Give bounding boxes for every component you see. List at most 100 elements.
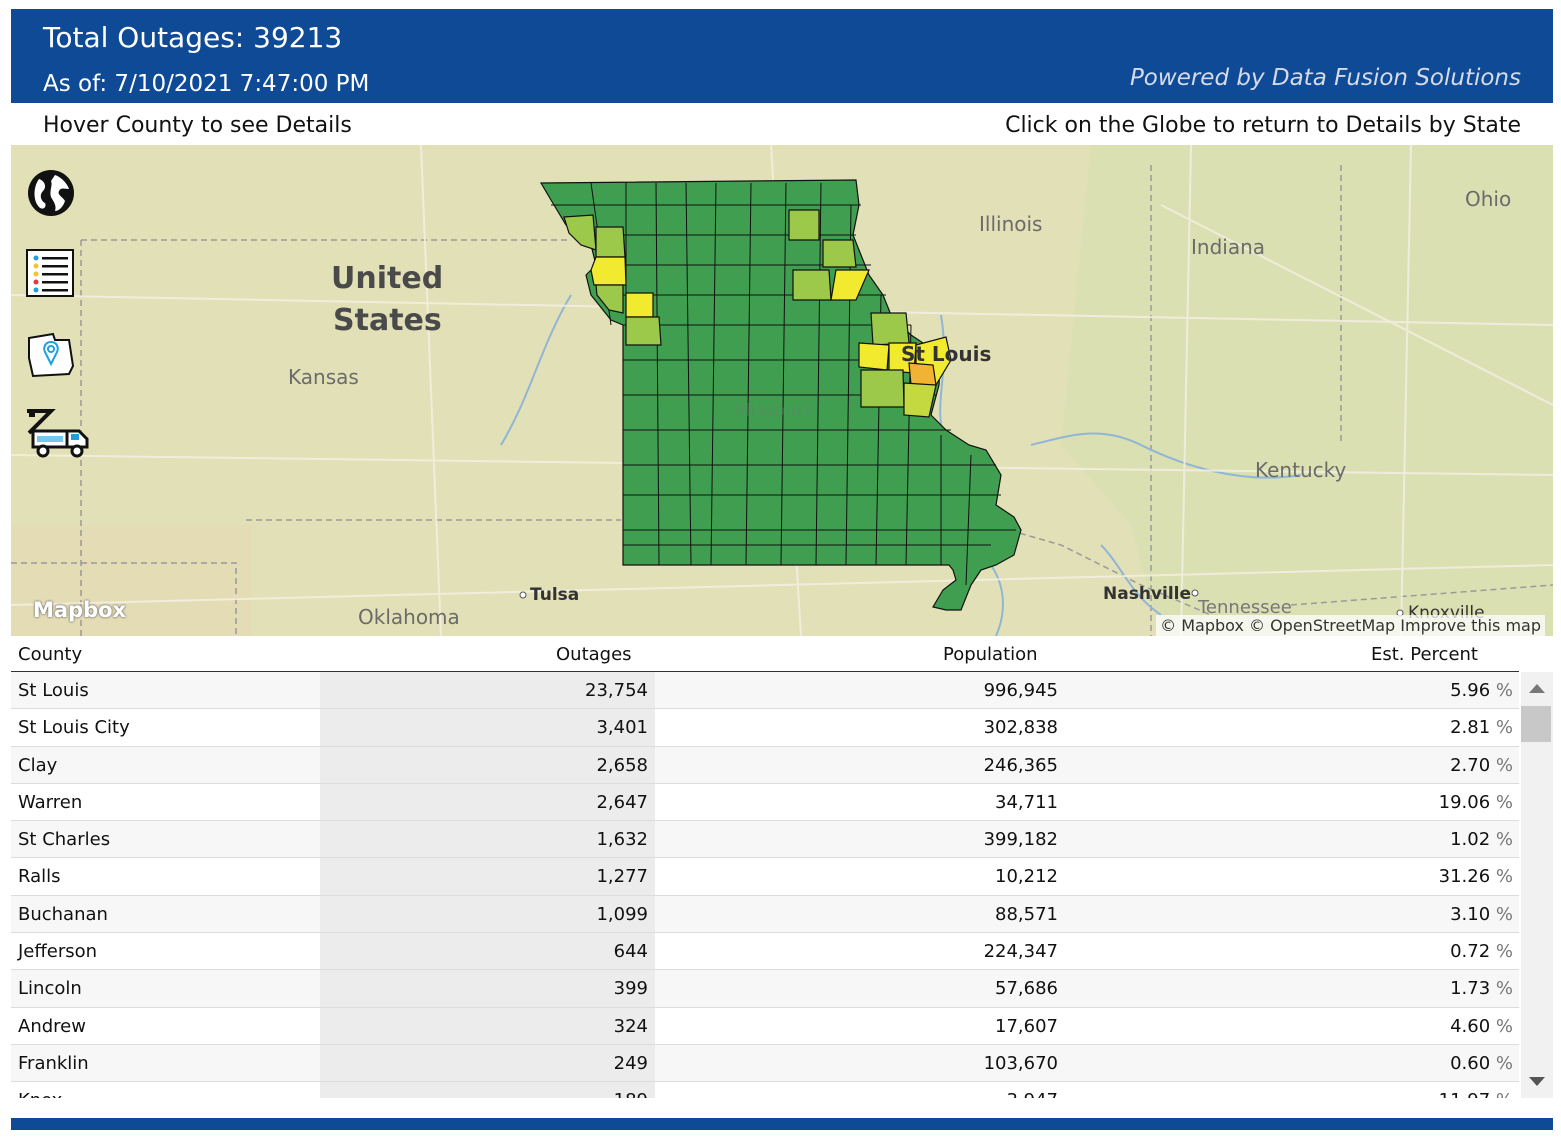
cell-population: 996,945 bbox=[983, 680, 1058, 701]
legend-list-icon[interactable] bbox=[25, 248, 77, 300]
percent-unit: % bbox=[1495, 829, 1513, 851]
table-row[interactable]: Jefferson 644 224,347 0.72 % bbox=[11, 933, 1519, 971]
cell-county: St Louis bbox=[18, 680, 89, 701]
cell-outages: 2,647 bbox=[596, 791, 648, 813]
globe-return-hint: Click on the Globe to return to Details … bbox=[1005, 113, 1521, 138]
scroll-down-arrow-icon[interactable] bbox=[1529, 1077, 1545, 1086]
powered-by-text: Powered by Data Fusion Solutions bbox=[1129, 65, 1521, 91]
header-est-percent[interactable]: Est. Percent bbox=[1371, 644, 1478, 665]
map-label-ohio: Ohio bbox=[1465, 187, 1512, 211]
utility-truck-icon[interactable] bbox=[25, 405, 91, 461]
table-row[interactable]: Knox 189 3,947 11.97 % bbox=[11, 1082, 1519, 1098]
percent-value: 2.70 bbox=[1450, 754, 1491, 776]
cell-county: Jefferson bbox=[18, 941, 98, 963]
table-body: St Louis 23,754 996,945 5.96 % St Louis City… bbox=[11, 672, 1519, 1098]
cell-outages: 2,658 bbox=[596, 754, 648, 776]
outages-column-shade bbox=[320, 709, 655, 746]
header-population[interactable]: Population bbox=[943, 644, 1038, 665]
cell-county: Clay bbox=[18, 754, 58, 776]
percent-unit: % bbox=[1495, 866, 1513, 888]
outages-column-shade bbox=[320, 895, 655, 933]
cell-outages: 1,632 bbox=[596, 829, 648, 851]
table-row[interactable]: Warren 2,647 34,711 19.06 % bbox=[11, 783, 1519, 822]
table-row[interactable]: St Charles 1,632 399,182 1.02 % bbox=[11, 821, 1519, 859]
table-row[interactable]: Lincoln 399 57,686 1.73 % bbox=[11, 970, 1519, 1008]
cell-population: 57,686 bbox=[995, 978, 1058, 1000]
cell-population: 34,711 bbox=[995, 791, 1058, 813]
cell-est-percent: 0.60 % bbox=[1450, 1053, 1513, 1074]
cell-county: Warren bbox=[18, 791, 83, 813]
percent-unit: % bbox=[1495, 791, 1513, 813]
cell-est-percent: 2.81 % bbox=[1450, 717, 1513, 738]
table-row[interactable]: Buchanan 1,099 88,571 3.10 % bbox=[11, 895, 1519, 934]
map-label-indiana: Indiana bbox=[1191, 235, 1266, 259]
table-row[interactable]: St Louis City 3,401 302,838 2.81 % bbox=[11, 709, 1519, 747]
outages-column-shade bbox=[320, 783, 655, 821]
percent-unit: % bbox=[1495, 754, 1513, 776]
cell-outages: 324 bbox=[613, 1015, 648, 1037]
percent-unit: % bbox=[1496, 1090, 1513, 1098]
cell-county: Franklin bbox=[18, 1052, 89, 1074]
map-label-kansas: Kansas bbox=[288, 365, 359, 389]
table-scrollbar[interactable] bbox=[1521, 672, 1553, 1098]
outages-column-shade bbox=[320, 933, 655, 970]
scroll-up-arrow-icon[interactable] bbox=[1529, 684, 1545, 693]
cell-county: Andrew bbox=[18, 1015, 86, 1037]
map-label-states: States bbox=[333, 303, 442, 338]
cell-outages: 3,401 bbox=[596, 717, 648, 739]
outages-column-shade bbox=[320, 746, 655, 783]
outage-map[interactable]: United States Kansas Oklahoma Tulsa Miss… bbox=[11, 145, 1553, 636]
cell-county: Buchanan bbox=[18, 903, 108, 925]
cell-est-percent: 11.97 % bbox=[1439, 1090, 1513, 1098]
cell-outages: 189 bbox=[614, 1090, 648, 1098]
table-row[interactable]: Andrew 324 17,607 4.60 % bbox=[11, 1007, 1519, 1045]
header-outages[interactable]: Outages bbox=[556, 644, 632, 665]
cell-population: 103,670 bbox=[983, 1052, 1058, 1074]
percent-value: 11.97 bbox=[1439, 1090, 1491, 1098]
cell-est-percent: 31.26 % bbox=[1439, 866, 1513, 887]
outages-column-shade bbox=[320, 858, 655, 895]
cell-county: St Charles bbox=[18, 829, 111, 851]
outages-column-shade bbox=[320, 970, 655, 1007]
mapbox-logo[interactable]: Mapbox bbox=[33, 598, 127, 622]
location-pin-icon[interactable] bbox=[25, 328, 77, 380]
outages-column-shade bbox=[320, 1044, 655, 1082]
cell-est-percent: 3.10 % bbox=[1450, 904, 1513, 925]
outages-column-shade bbox=[320, 1082, 655, 1098]
percent-unit: % bbox=[1495, 680, 1513, 701]
percent-value: 0.60 bbox=[1450, 1052, 1491, 1074]
table-header: County Outages Population Est. Percent bbox=[11, 640, 1519, 672]
total-outages-title: Total Outages: 39213 bbox=[43, 21, 343, 54]
percent-unit: % bbox=[1495, 941, 1513, 963]
table-row[interactable]: St Louis 23,754 996,945 5.96 % bbox=[11, 672, 1519, 710]
header-bar: Total Outages: 39213 As of: 7/10/2021 7:… bbox=[11, 9, 1553, 103]
cell-est-percent: 0.72 % bbox=[1450, 941, 1513, 962]
cell-est-percent: 2.70 % bbox=[1450, 755, 1513, 776]
cell-est-percent: 5.96 % bbox=[1450, 680, 1513, 701]
percent-value: 3.10 bbox=[1450, 903, 1491, 925]
cell-est-percent: 19.06 % bbox=[1439, 792, 1513, 813]
cell-population: 246,365 bbox=[983, 754, 1058, 776]
cell-est-percent: 1.73 % bbox=[1450, 978, 1513, 999]
cell-population: 88,571 bbox=[995, 903, 1058, 925]
outages-column-shade bbox=[320, 672, 655, 709]
county-outage-table: County Outages Population Est. Percent S… bbox=[11, 640, 1553, 1098]
map-label-st-louis: St Louis bbox=[901, 342, 992, 366]
percent-value: 19.06 bbox=[1438, 791, 1491, 813]
scroll-thumb[interactable] bbox=[1521, 706, 1551, 742]
as-of-timestamp: As of: 7/10/2021 7:47:00 PM bbox=[43, 71, 370, 97]
percent-value: 5.96 bbox=[1450, 680, 1491, 701]
table-row[interactable]: Ralls 1,277 10,212 31.26 % bbox=[11, 858, 1519, 896]
globe-icon[interactable] bbox=[25, 167, 77, 219]
header-county[interactable]: County bbox=[18, 644, 83, 665]
map-label-illinois: Illinois bbox=[979, 212, 1043, 236]
cell-county: Ralls bbox=[18, 866, 61, 888]
map-label-missouri: Missouri bbox=[735, 400, 810, 421]
percent-value: 1.73 bbox=[1450, 978, 1491, 1000]
table-row[interactable]: Franklin 249 103,670 0.60 % bbox=[11, 1044, 1519, 1083]
cell-population: 399,182 bbox=[983, 829, 1058, 851]
table-row[interactable]: Clay 2,658 246,365 2.70 % bbox=[11, 746, 1519, 784]
map-attribution[interactable]: © Mapbox © OpenStreetMap Improve this ma… bbox=[1156, 615, 1545, 636]
cell-outages: 399 bbox=[613, 978, 648, 1000]
map-label-tulsa: Tulsa bbox=[530, 585, 580, 605]
